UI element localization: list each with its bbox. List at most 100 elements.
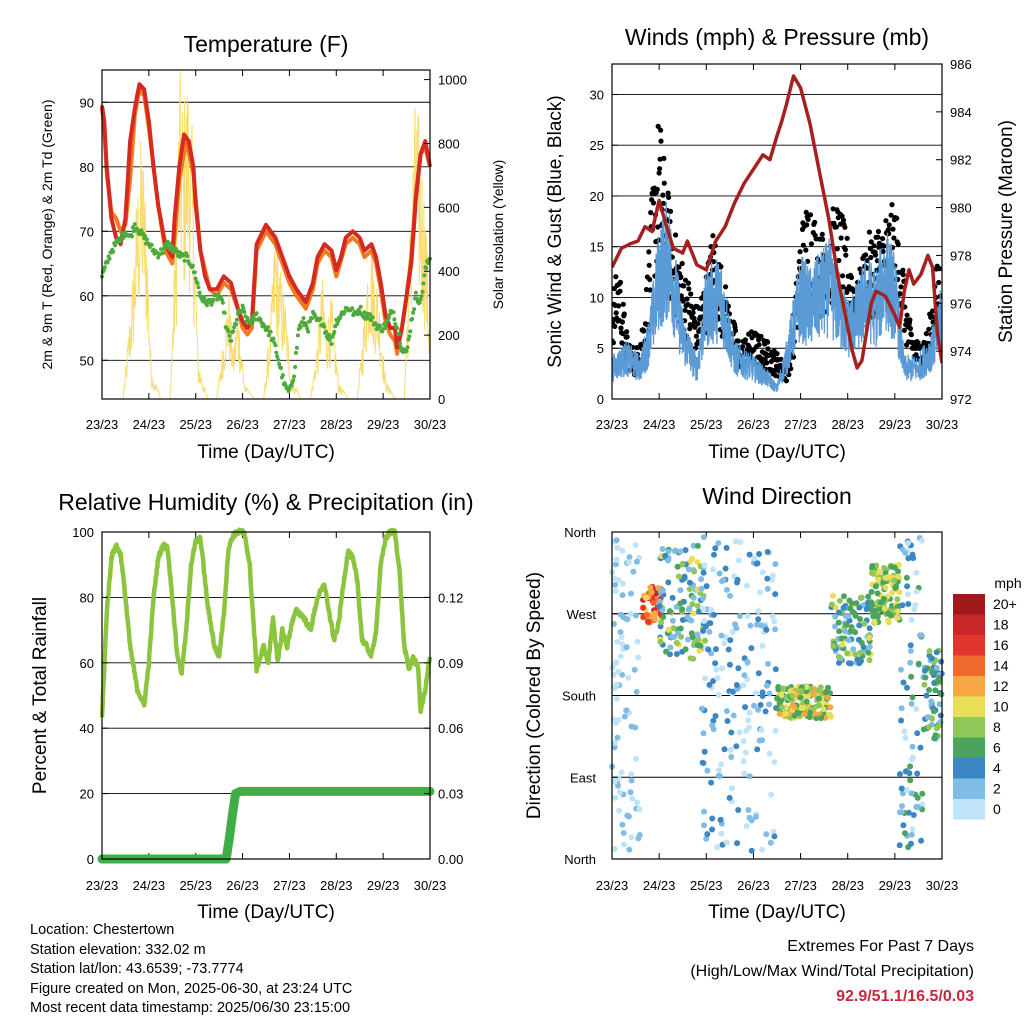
gust-point	[819, 231, 825, 237]
direction-point	[715, 692, 722, 698]
direction-point	[634, 638, 641, 645]
x-tick-label: 26/23	[226, 417, 259, 432]
dewpoint-point	[386, 315, 391, 320]
dewpoint-point	[193, 276, 198, 281]
direction-point	[898, 666, 904, 673]
direction-point	[857, 649, 864, 656]
direction-point	[905, 540, 911, 546]
legend-label: 16	[993, 637, 1009, 653]
gust-point	[643, 286, 650, 293]
dewpoint-point	[273, 343, 278, 348]
gust-point	[695, 321, 701, 327]
gust-point	[907, 317, 913, 323]
direction-point	[679, 606, 685, 613]
x-tick-label: 29/23	[367, 417, 400, 432]
gust-point	[742, 337, 749, 343]
gust-point	[681, 283, 687, 289]
plot-frame	[101, 531, 431, 860]
direction-point	[905, 555, 912, 562]
direction-point	[706, 628, 713, 635]
dewpoint-point	[301, 316, 306, 321]
direction-point	[688, 617, 695, 624]
gust-point	[857, 266, 863, 272]
gust-point	[690, 310, 696, 316]
dewpoint-point	[418, 297, 423, 302]
panel-title: Relative Humidity (%) & Precipitation (i…	[58, 489, 473, 515]
direction-point	[842, 628, 848, 635]
direction-point	[735, 665, 742, 672]
gust-point	[839, 273, 846, 279]
direction-point	[764, 682, 770, 689]
gust-point	[658, 138, 664, 144]
direction-point	[902, 734, 909, 741]
dewpoint-point	[395, 326, 400, 331]
direction-point	[612, 685, 618, 691]
direction-point	[868, 588, 875, 595]
direction-point	[759, 846, 766, 853]
dewpoint-point	[404, 349, 409, 354]
x-axis-label: Time (Day/UTC)	[197, 902, 335, 923]
direction-point	[701, 562, 708, 569]
gust-point	[685, 280, 692, 286]
direction-point	[614, 544, 621, 551]
direction-point	[724, 718, 731, 724]
direction-point	[928, 655, 935, 662]
direction-point	[633, 612, 640, 619]
direction-point	[757, 702, 764, 708]
direction-point	[701, 748, 708, 755]
dewpoint-point	[405, 345, 410, 350]
direction-point	[846, 617, 853, 624]
x-tick-label: 24/23	[133, 878, 166, 893]
direction-point	[933, 725, 940, 732]
dewpoint-point	[422, 273, 427, 278]
direction-point	[703, 583, 710, 590]
direction-point	[848, 600, 855, 607]
dewpoint-point	[368, 312, 372, 317]
direction-point	[899, 803, 905, 809]
gust-point	[673, 232, 679, 238]
legend-swatch	[953, 614, 985, 635]
gust-point	[686, 286, 692, 292]
gust-point	[616, 303, 622, 309]
y2-tick-label: 974	[950, 344, 972, 359]
direction-point	[665, 626, 672, 633]
direction-point	[887, 612, 894, 619]
dewpoint-point	[398, 345, 403, 350]
series-dewpoint	[100, 222, 432, 393]
direction-point	[634, 799, 641, 806]
direction-point	[729, 629, 736, 635]
y-tick-label: North	[564, 525, 596, 540]
precip-line	[97, 786, 435, 864]
direction-point	[689, 634, 696, 641]
direction-point	[938, 658, 945, 665]
direction-point	[628, 771, 635, 778]
dewpoint-point	[182, 258, 187, 263]
direction-point	[845, 637, 852, 644]
gust-point	[839, 213, 845, 219]
direction-point	[754, 746, 761, 753]
series-direction	[609, 534, 945, 854]
direction-point	[714, 844, 721, 851]
x-tick-label: 27/23	[273, 878, 306, 893]
direction-point	[711, 551, 717, 558]
gust-point	[646, 262, 652, 268]
direction-point	[741, 672, 748, 679]
gust-point	[634, 345, 640, 351]
dewpoint-point	[392, 317, 397, 322]
direction-point	[908, 840, 914, 847]
gust-point	[908, 332, 915, 338]
direction-point	[900, 822, 907, 829]
direction-point	[702, 675, 709, 682]
y-tick-label: 90	[80, 95, 94, 110]
gust-point	[617, 279, 624, 285]
direction-point	[719, 665, 725, 672]
direction-point	[743, 727, 750, 734]
direction-point	[723, 544, 730, 551]
direction-point	[740, 738, 747, 744]
direction-point	[679, 561, 686, 568]
dewpoint-point	[295, 333, 300, 338]
dewpoint-point	[274, 350, 279, 355]
gust-point	[880, 236, 886, 242]
direction-point	[765, 660, 771, 667]
direction-point	[898, 809, 905, 816]
